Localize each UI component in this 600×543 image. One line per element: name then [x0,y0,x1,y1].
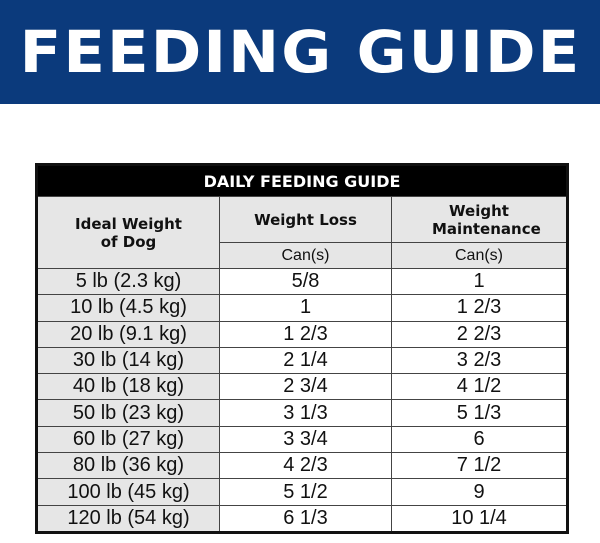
weight-maintenance-cell: 9 [390,478,569,506]
table-row: 120 lb (54 kg) 6 1/3 10 1/4 [36,504,569,533]
weight-loss-cell: 1 2/3 [219,320,392,348]
weight-loss-cell: 4 2/3 [219,452,392,480]
weight-loss-cell: 6 1/3 [219,504,392,533]
header-banner: FEEDING GUIDE [0,0,600,104]
weight-loss-cell: 3 1/3 [219,399,392,427]
weight-loss-cell: 3 3/4 [219,425,392,454]
header-weight-loss: Weight Loss [219,196,392,243]
table-row: 100 lb (45 kg) 5 1/2 9 [36,478,569,506]
table-row: 40 lb (18 kg) 2 3/4 4 1/2 [36,373,569,401]
weight-maintenance-cell: 7 1/2 [390,452,569,480]
table-row: 60 lb (27 kg) 3 3/4 6 [36,425,569,454]
weight-cell: 50 lb (23 kg) [36,399,220,427]
weight-loss-cell: 1 [219,294,392,322]
weight-maintenance-cell: 2 2/3 [390,320,569,348]
weight-cell: 40 lb (18 kg) [36,373,220,401]
feeding-guide-table: DAILY FEEDING GUIDE Ideal Weight of Dog … [35,163,570,534]
weight-maintenance-cell: 4 1/2 [390,373,569,401]
weight-maintenance-cell: 10 1/4 [390,504,569,533]
weight-cell: 5 lb (2.3 kg) [36,267,220,296]
weight-cell: 30 lb (14 kg) [36,346,220,375]
weight-cell: 60 lb (27 kg) [36,425,220,454]
weight-loss-unit: Can(s) [219,242,392,269]
table-title: DAILY FEEDING GUIDE [35,164,569,197]
table-row: 5 lb (2.3 kg) 5/8 1 [36,267,569,296]
header-ideal-weight: Ideal Weight of Dog [36,196,220,269]
page-title: FEEDING GUIDE [19,18,581,86]
header-weight-maintenance: Weight Maintenance [390,196,569,243]
table-row: 50 lb (23 kg) 3 1/3 5 1/3 [36,399,569,427]
weight-cell: 100 lb (45 kg) [36,478,220,506]
weight-cell: 120 lb (54 kg) [36,504,220,533]
weight-cell: 80 lb (36 kg) [36,452,220,480]
weight-maintenance-cell: 3 2/3 [390,346,569,375]
weight-loss-cell: 5/8 [219,267,392,296]
table-row: 30 lb (14 kg) 2 1/4 3 2/3 [36,346,569,375]
weight-cell: 10 lb (4.5 kg) [36,294,220,322]
weight-maintenance-cell: 6 [390,425,569,454]
weight-loss-cell: 2 3/4 [219,373,392,401]
table-row: 20 lb (9.1 kg) 1 2/3 2 2/3 [36,320,569,348]
weight-maintenance-cell: 1 [390,267,569,296]
weight-loss-cell: 2 1/4 [219,346,392,375]
weight-maintenance-unit: Can(s) [390,242,569,269]
table-row: 80 lb (36 kg) 4 2/3 7 1/2 [36,452,569,480]
table-row: 10 lb (4.5 kg) 1 1 2/3 [36,294,569,322]
weight-maintenance-cell: 5 1/3 [390,399,569,427]
weight-loss-cell: 5 1/2 [219,478,392,506]
weight-maintenance-cell: 1 2/3 [390,294,569,322]
weight-cell: 20 lb (9.1 kg) [36,320,220,348]
